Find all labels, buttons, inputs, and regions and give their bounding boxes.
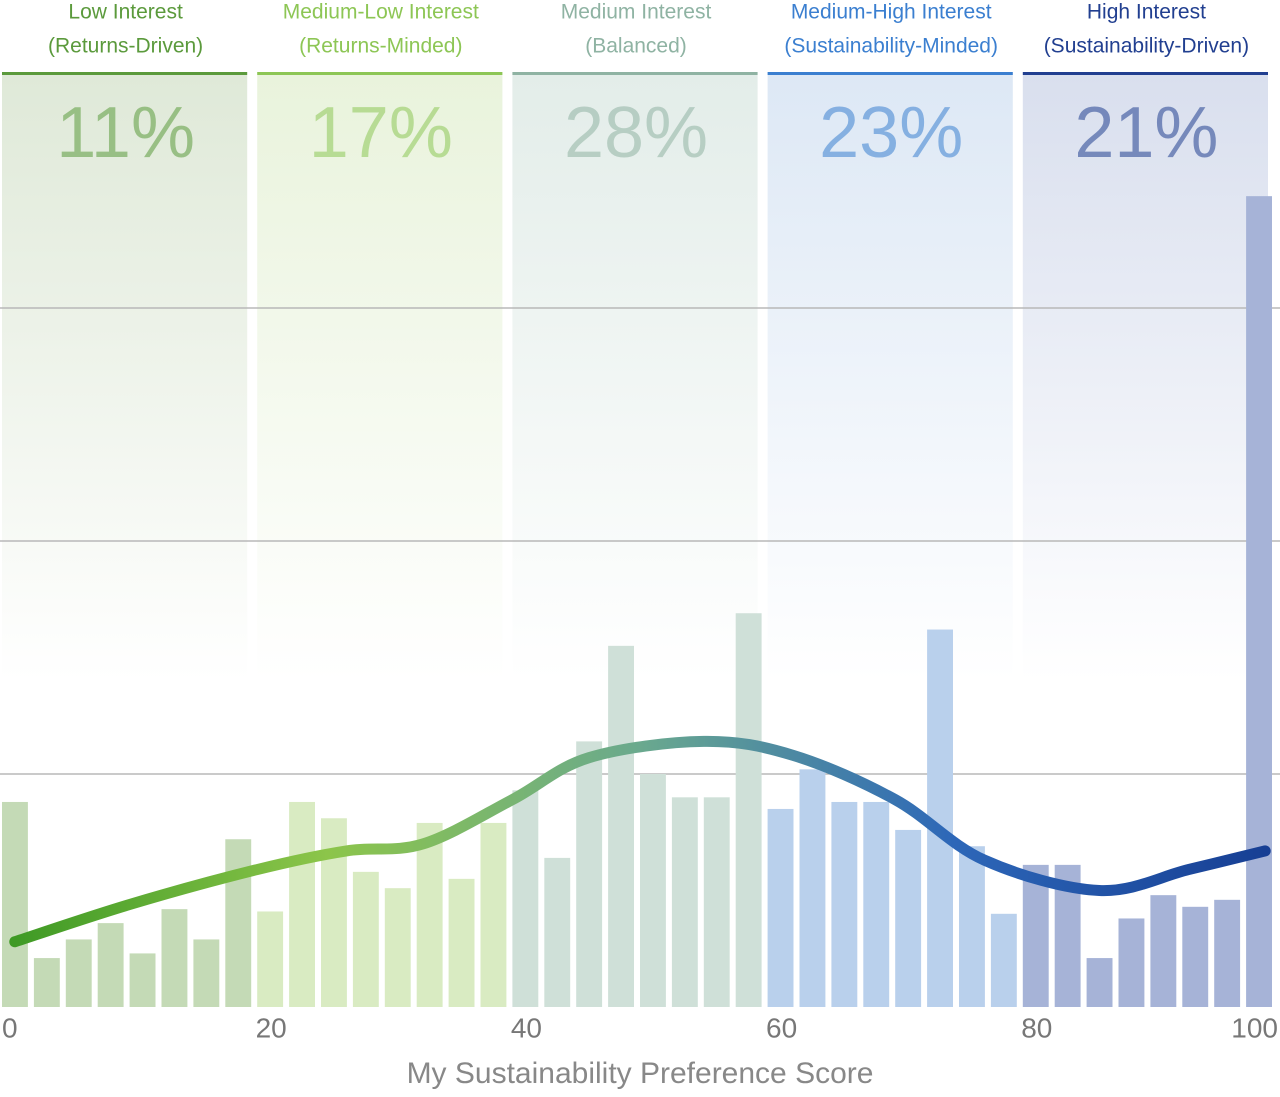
density-curve: [9, 735, 1271, 948]
bar: [1150, 895, 1177, 1007]
band-subtitle: (Sustainability-Minded): [784, 35, 998, 58]
bar: [895, 829, 922, 1007]
bar: [576, 741, 603, 1007]
bar: [257, 911, 284, 1007]
band-share: 17%: [309, 93, 453, 173]
bar: [161, 909, 188, 1007]
bar: [289, 801, 315, 1007]
band-subtitle: (Returns-Driven): [48, 35, 203, 58]
band-title: Medium-High Interest: [791, 1, 992, 24]
band-title: Medium Interest: [561, 1, 712, 24]
bar: [448, 878, 475, 1007]
band-rule: [257, 72, 503, 75]
band-title: High Interest: [1087, 1, 1206, 24]
bar: [1118, 918, 1145, 1007]
bar: [97, 923, 124, 1007]
bar: [1086, 958, 1113, 1007]
band-title: Medium-Low Interest: [283, 1, 479, 24]
bar: [1246, 196, 1272, 1007]
band-subtitle: (Returns-Minded): [299, 35, 462, 58]
bar: [2, 801, 28, 1007]
bar: [352, 871, 379, 1007]
bar: [831, 801, 858, 1007]
bar: [799, 769, 826, 1007]
bar: [512, 790, 539, 1007]
bar: [480, 822, 507, 1007]
band-share: 28%: [564, 93, 708, 173]
bar: [544, 857, 571, 1007]
band-subtitle: (Sustainability-Driven): [1044, 35, 1249, 58]
x-tick-label: 20: [256, 1012, 287, 1043]
band-rule: [1022, 72, 1268, 75]
x-tick-label: 0: [2, 1012, 18, 1043]
band-share: 21%: [1074, 93, 1218, 173]
band-share: 23%: [819, 93, 963, 173]
bar: [608, 645, 634, 1007]
x-tick-label: 80: [1021, 1012, 1052, 1043]
bar: [767, 808, 794, 1007]
x-axis-title: My Sustainability Preference Score: [407, 1057, 874, 1090]
band-rule: [767, 72, 1013, 75]
bar: [225, 839, 252, 1007]
bar: [384, 888, 411, 1007]
bar: [1182, 906, 1209, 1007]
band-share: 11%: [56, 93, 195, 173]
bar: [193, 939, 220, 1007]
bar: [863, 801, 890, 1007]
bar: [416, 822, 443, 1007]
bar: [1022, 864, 1049, 1007]
bar: [1214, 899, 1241, 1007]
band-rule: [2, 72, 248, 75]
band-subtitle: (Balanced): [585, 35, 687, 58]
bar: [33, 958, 60, 1007]
x-tick-label: 40: [511, 1012, 542, 1043]
bar: [671, 797, 698, 1007]
band-title: Low Interest: [68, 1, 183, 24]
bar: [129, 953, 156, 1007]
bar: [65, 939, 92, 1007]
bar: [990, 913, 1017, 1007]
x-tick-label: 100: [1231, 1012, 1278, 1043]
x-tick-label: 60: [766, 1012, 797, 1043]
bar: [640, 774, 666, 1007]
bar: [959, 846, 985, 1007]
bar: [735, 613, 762, 1007]
bar: [703, 797, 730, 1007]
band-rule: [512, 72, 758, 75]
